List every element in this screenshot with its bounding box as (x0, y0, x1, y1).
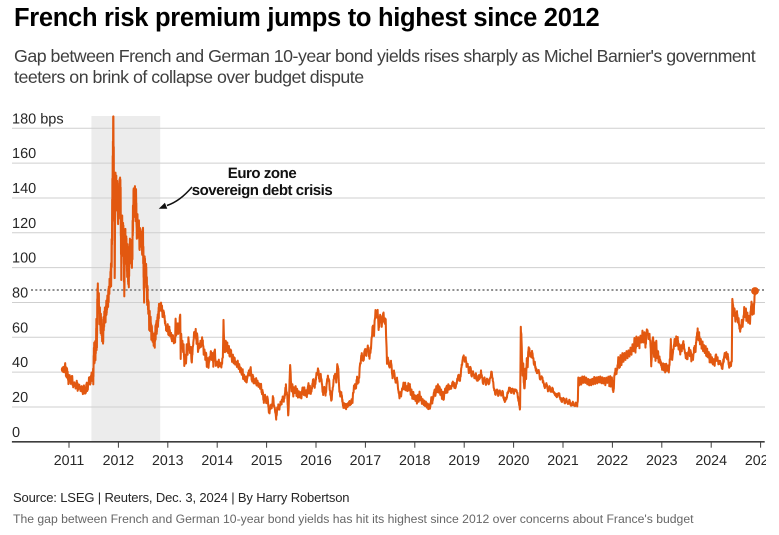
svg-text:Euro zone: Euro zone (228, 165, 297, 182)
svg-text:120: 120 (12, 216, 36, 232)
svg-text:2021: 2021 (547, 453, 579, 469)
svg-text:2019: 2019 (448, 453, 480, 469)
svg-text:2012: 2012 (103, 453, 135, 469)
svg-text:160: 160 (12, 146, 36, 162)
svg-text:60: 60 (12, 320, 28, 336)
svg-text:2025: 2025 (745, 453, 777, 469)
svg-text:0: 0 (12, 425, 20, 441)
svg-text:2020: 2020 (498, 453, 530, 469)
svg-text:20: 20 (12, 390, 28, 406)
svg-text:2022: 2022 (597, 453, 629, 469)
svg-text:2024: 2024 (695, 453, 727, 469)
svg-text:2014: 2014 (201, 453, 233, 469)
svg-text:2018: 2018 (399, 453, 431, 469)
svg-text:sovereign debt crisis: sovereign debt crisis (192, 182, 333, 199)
svg-text:2023: 2023 (646, 453, 678, 469)
svg-text:2011: 2011 (54, 453, 85, 469)
svg-text:2013: 2013 (152, 453, 184, 469)
svg-text:2016: 2016 (300, 453, 332, 469)
svg-text:80: 80 (12, 286, 28, 302)
svg-text:40: 40 (12, 355, 28, 371)
svg-text:140: 140 (12, 181, 36, 197)
svg-text:100: 100 (12, 251, 36, 267)
svg-text:180 bps: 180 bps (12, 111, 64, 127)
svg-text:2015: 2015 (251, 453, 283, 469)
svg-text:2017: 2017 (350, 453, 382, 469)
